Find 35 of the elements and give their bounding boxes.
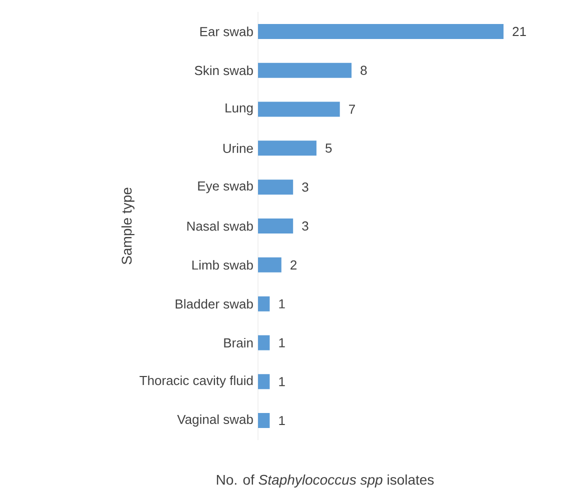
bar — [258, 335, 270, 350]
y-tick-label: Nasal swab — [187, 221, 253, 231]
y-tick-label: Thoracic cavity fluid — [140, 376, 253, 388]
bar — [258, 413, 270, 428]
bar — [258, 218, 294, 234]
bar — [258, 257, 282, 272]
data-label: 3 — [302, 221, 308, 231]
bar — [258, 296, 270, 312]
y-tick-label: Ear swab — [200, 26, 253, 36]
data-label: 8 — [360, 66, 367, 75]
bar — [258, 180, 294, 195]
bar — [258, 102, 340, 117]
data-label: 1 — [279, 377, 285, 386]
bar — [258, 24, 504, 39]
data-label: 3 — [302, 182, 308, 192]
data-label: 1 — [279, 299, 285, 308]
y-tick-label: Bladder swab — [176, 299, 253, 309]
data-label: 2 — [290, 260, 296, 270]
data-label: 21 — [512, 26, 526, 36]
bar — [258, 374, 270, 390]
data-label: 5 — [326, 144, 332, 153]
y-tick-label: Brain — [224, 338, 253, 348]
data-label: 7 — [349, 104, 355, 114]
bar — [258, 62, 352, 78]
y-tick-label: Skin swab — [194, 66, 253, 76]
data-label: 1 — [279, 338, 285, 348]
y-tick-label: Eye swab — [198, 181, 253, 194]
x-axis-title: No. of Staphylococcus spp isolates — [216, 474, 434, 488]
y-tick-label: Urine — [223, 143, 253, 153]
y-tick-label: Limb swab — [192, 260, 253, 270]
bar — [258, 140, 316, 156]
data-label: 1 — [279, 416, 285, 426]
y-tick-label: Vaginal swab — [177, 414, 253, 427]
y-axis-title: Sample type — [121, 188, 134, 264]
y-tick-label: Lung — [226, 103, 253, 116]
